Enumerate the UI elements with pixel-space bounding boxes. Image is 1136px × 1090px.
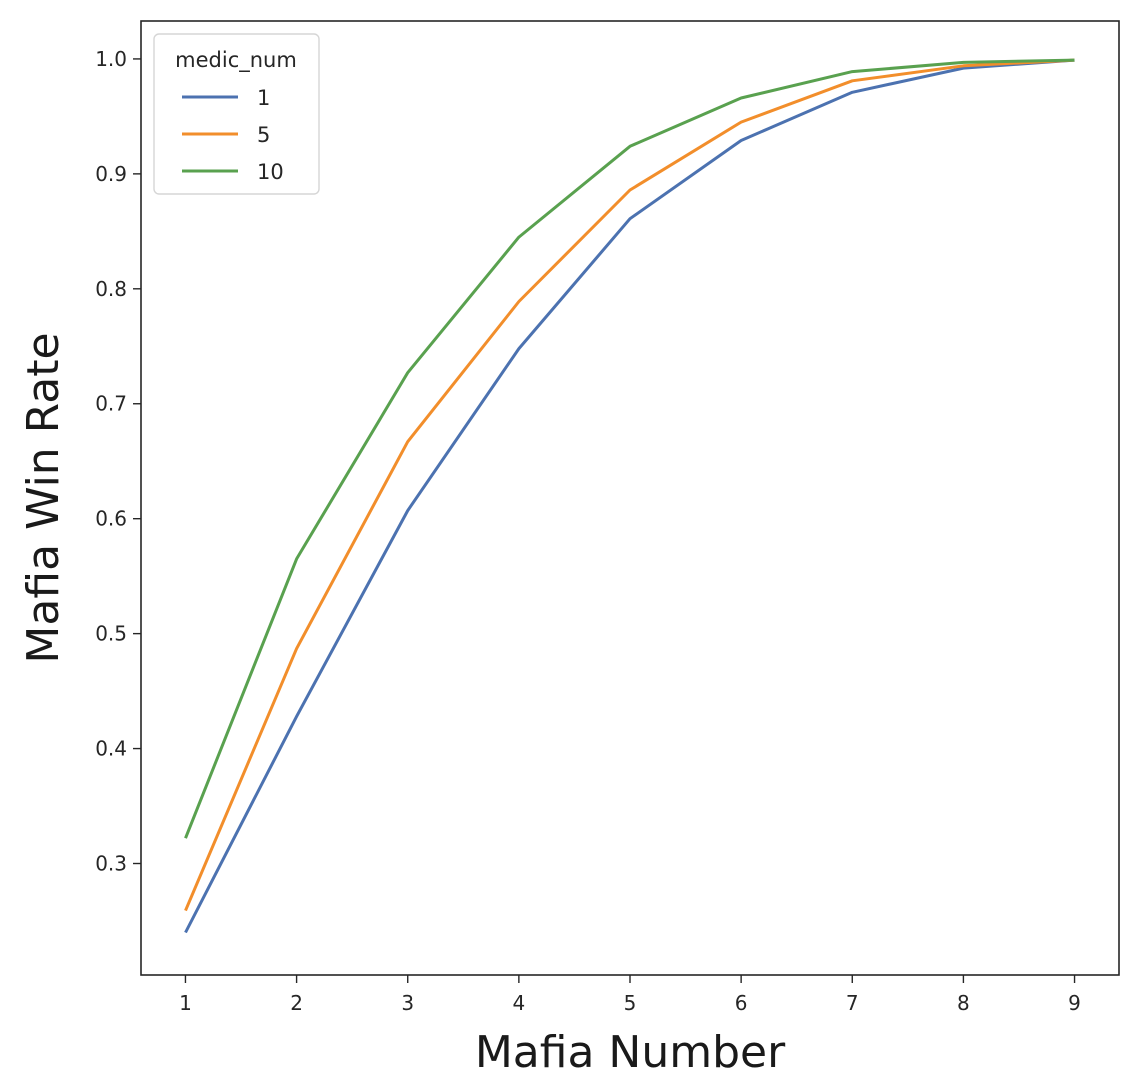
x-tick-label: 2 — [290, 991, 303, 1015]
y-tick-label: 0.5 — [95, 622, 127, 646]
series-line-medic-5 — [184, 58, 1075, 912]
legend-title: medic_num — [175, 48, 297, 73]
x-tick-label: 7 — [846, 991, 859, 1015]
x-tick-label: 4 — [512, 991, 525, 1015]
x-axis-title: Mafia Number — [475, 1027, 786, 1078]
series-layer — [184, 58, 1075, 934]
y-tick-label: 0.3 — [95, 852, 127, 876]
x-tick-label: 5 — [624, 991, 637, 1015]
x-tick-label: 1 — [179, 991, 192, 1015]
y-axis: 0.3 0.4 0.5 0.6 0.7 0.8 0.9 1.0 — [95, 47, 141, 876]
y-axis-title: Mafia Win Rate — [18, 332, 69, 663]
y-tick-label: 0.4 — [95, 737, 127, 761]
y-tick-label: 0.9 — [95, 162, 127, 186]
legend-box — [153, 33, 320, 195]
x-tick-label: 3 — [401, 991, 414, 1015]
series-line-medic-1 — [184, 58, 1075, 934]
x-axis: 1 2 3 4 5 6 7 8 9 — [179, 975, 1081, 1015]
x-tick-label: 9 — [1068, 991, 1081, 1015]
legend-label: 5 — [257, 123, 270, 147]
y-tick-label: 0.6 — [95, 507, 127, 531]
legend-label: 10 — [257, 160, 284, 184]
y-tick-label: 0.7 — [95, 392, 127, 416]
x-tick-label: 8 — [957, 991, 970, 1015]
legend-label: 1 — [257, 86, 270, 110]
y-tick-label: 0.8 — [95, 277, 127, 301]
series-line-medic-10 — [184, 58, 1075, 839]
x-tick-label: 6 — [735, 991, 748, 1015]
y-tick-label: 1.0 — [95, 47, 127, 71]
